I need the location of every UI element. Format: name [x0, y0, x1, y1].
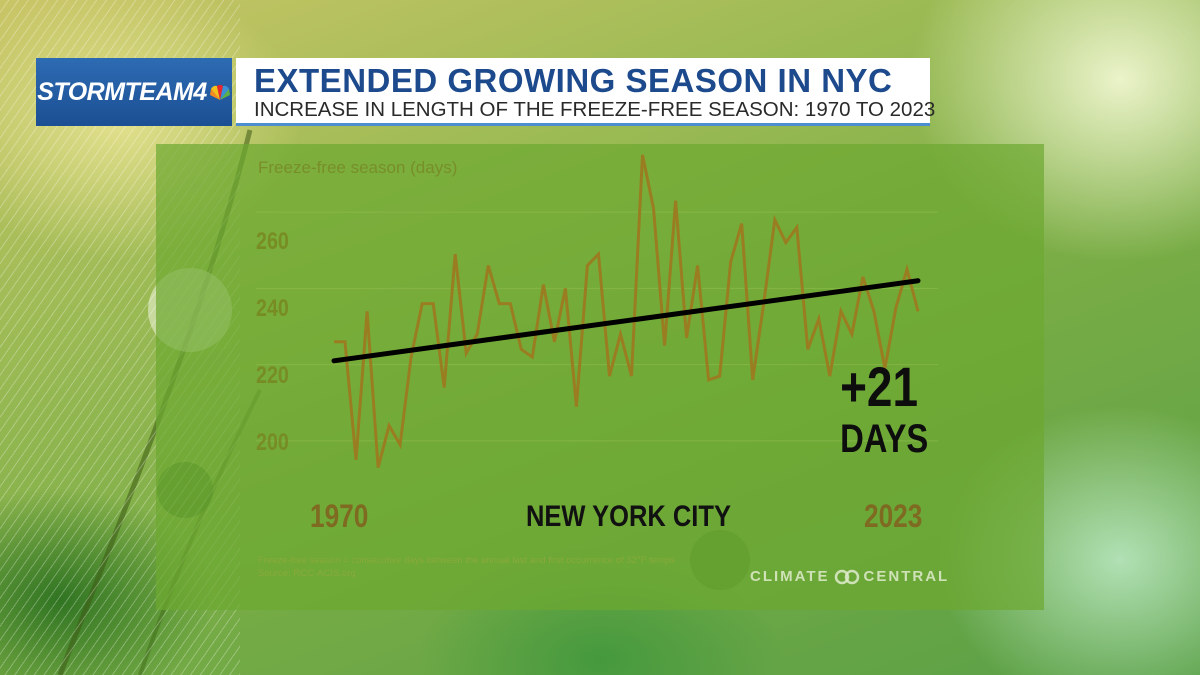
- headline-rule: [236, 123, 930, 126]
- page-title: EXTENDED GROWING SEASON IN NYC: [254, 62, 893, 99]
- y-tick-260: 260: [256, 228, 289, 255]
- change-annotation: +21 DAYS: [832, 355, 929, 461]
- chart-plot: [256, 154, 938, 468]
- page-subtitle: INCREASE IN LENGTH OF THE FREEZE-FREE SE…: [254, 98, 936, 121]
- location-label: NEW YORK CITY: [526, 500, 731, 533]
- trend-line: [331, 278, 921, 364]
- headline-bar: EXTENDED GROWING SEASON IN NYC INCREASE …: [236, 58, 935, 126]
- x-tick-start: 1970: [310, 498, 369, 534]
- change-value: +21: [840, 355, 918, 418]
- x-tick-end: 2023: [864, 498, 923, 534]
- footnote: Freeze-free season = consecutive days be…: [258, 554, 675, 580]
- logo-text-1: CLIMATE: [750, 568, 830, 585]
- station-brand: STORMTEAM4: [36, 58, 232, 126]
- footnote-definition: Freeze-free season = consecutive days be…: [258, 555, 676, 566]
- series-line: [334, 154, 920, 468]
- brand-text: STORMTEAM4: [37, 77, 207, 106]
- climate-central-logo: CLIMATE CENTRAL: [750, 568, 949, 585]
- climate-central-logo-icon: [834, 569, 859, 584]
- change-unit: DAYS: [840, 417, 929, 461]
- y-tick-220: 220: [256, 362, 289, 389]
- y-tick-200: 200: [256, 429, 289, 456]
- chart-panel: Freeze-free season (days) 260 240 220 20…: [156, 144, 1044, 610]
- y-axis-label: Freeze-free season (days): [258, 158, 458, 177]
- logo-text-2: CENTRAL: [863, 568, 950, 585]
- y-tick-240: 240: [256, 295, 289, 322]
- footnote-source: Source: RCC-ACIS.org: [258, 568, 356, 579]
- peacock-icon: [209, 85, 230, 100]
